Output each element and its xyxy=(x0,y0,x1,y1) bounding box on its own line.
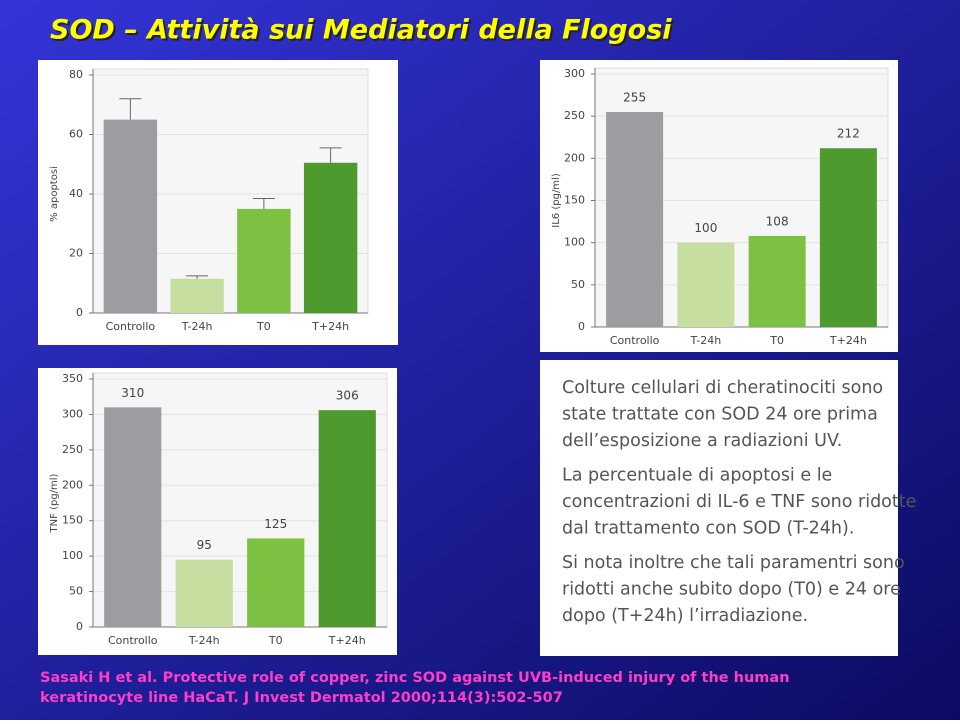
y-tick-label: 50 xyxy=(69,585,83,598)
text-line: dell’esposizione a radiazioni UV. xyxy=(562,431,842,451)
bar xyxy=(677,242,735,327)
bar xyxy=(170,278,224,313)
data-label: 108 xyxy=(766,214,789,228)
x-tick-label: Controllo xyxy=(610,334,660,347)
bar xyxy=(303,162,358,313)
bar xyxy=(819,148,877,327)
bar xyxy=(247,538,305,627)
x-tick-label: T+24h xyxy=(829,334,867,347)
bar xyxy=(104,407,162,627)
text-line: state trattate con SOD 24 ore prima xyxy=(562,405,878,425)
citation: Sasaki H et al. Protective role of coppe… xyxy=(40,670,790,686)
y-tick-label: 80 xyxy=(69,68,83,81)
data-label: 125 xyxy=(264,517,287,531)
text-line: dal trattamento con SOD (T-24h). xyxy=(562,519,854,539)
y-tick-label: 100 xyxy=(564,236,585,249)
bar xyxy=(606,111,664,327)
text-box xyxy=(540,360,898,656)
y-tick-label: 300 xyxy=(62,407,83,420)
bar xyxy=(237,208,291,313)
error-bar xyxy=(186,275,209,279)
x-tick-label: T0 xyxy=(769,334,784,347)
x-tick-label: T+24h xyxy=(311,320,349,333)
bar xyxy=(748,235,806,327)
title: SOD – Attività sui Mediatori della Flogo… xyxy=(50,15,672,46)
x-tick-label: T+24h xyxy=(328,634,366,647)
title-shadow: SOD – Attività sui Mediatori della Flogo… xyxy=(52,17,674,48)
y-axis-label: TNF (pg/ml) xyxy=(49,473,60,533)
y-tick-label: 150 xyxy=(62,514,83,527)
data-label: 310 xyxy=(121,386,144,400)
data-label: 100 xyxy=(694,221,717,235)
y-axis-label: % apoptosi xyxy=(49,166,60,222)
y-tick-label: 60 xyxy=(69,128,83,141)
text-line: ridotti anche subito dopo (T0) e 24 ore xyxy=(562,580,901,600)
data-label: 255 xyxy=(623,90,646,104)
y-tick-label: 250 xyxy=(564,109,585,122)
y-axis-label: IL6 (pg/ml) xyxy=(551,173,562,228)
x-tick-label: Controllo xyxy=(108,634,158,647)
y-tick-label: 350 xyxy=(62,372,83,385)
data-label: 306 xyxy=(336,389,359,403)
data-label: 212 xyxy=(837,127,860,141)
y-tick-label: 200 xyxy=(62,478,83,491)
error-bar xyxy=(252,197,275,209)
x-tick-label: T-24h xyxy=(181,320,213,333)
text-line: Colture cellulari di cheratinociti sono xyxy=(562,378,883,398)
y-tick-label: 0 xyxy=(76,306,83,319)
y-tick-label: 200 xyxy=(564,151,585,164)
citation: keratinocyte line HaCaT. J Invest Dermat… xyxy=(40,690,563,706)
y-tick-label: 300 xyxy=(564,67,585,80)
y-tick-label: 150 xyxy=(564,194,585,207)
bar xyxy=(175,559,233,627)
data-label: 95 xyxy=(197,538,212,552)
y-tick-label: 250 xyxy=(62,443,83,456)
text-line: concentrazioni di IL-6 e TNF sono ridott… xyxy=(562,492,916,512)
bar xyxy=(318,410,376,627)
y-tick-label: 0 xyxy=(578,320,585,333)
y-tick-label: 100 xyxy=(62,549,83,562)
text-line: Si nota inoltre che tali paramentri sono xyxy=(562,553,905,573)
x-tick-label: T0 xyxy=(256,320,271,333)
x-tick-label: T-24h xyxy=(188,634,220,647)
y-tick-label: 20 xyxy=(69,247,83,260)
x-tick-label: T0 xyxy=(268,634,283,647)
x-tick-label: Controllo xyxy=(106,320,156,333)
text-line: dopo (T+24h) l’irradiazione. xyxy=(562,606,808,626)
error-bar xyxy=(119,98,142,120)
y-tick-label: 50 xyxy=(571,278,585,291)
y-tick-label: 40 xyxy=(69,187,83,200)
bar xyxy=(103,119,158,313)
y-tick-label: 0 xyxy=(76,620,83,633)
x-tick-label: T-24h xyxy=(690,334,722,347)
text-line: La percentuale di apoptosi e le xyxy=(562,466,832,486)
error-bar xyxy=(319,147,342,163)
